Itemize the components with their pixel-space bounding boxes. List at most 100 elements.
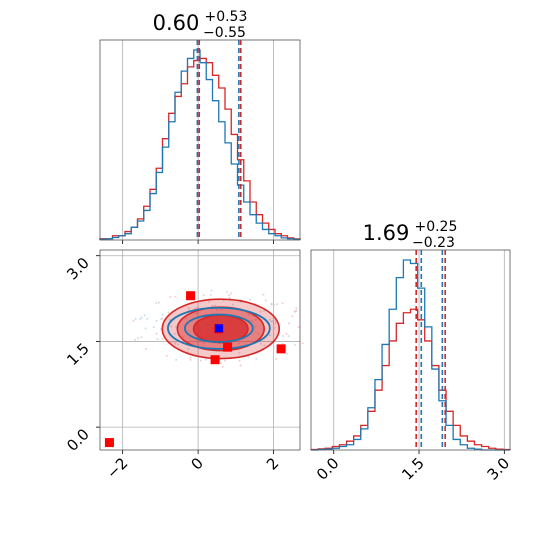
truth-marker-red [104,438,114,448]
sample-point [140,316,143,319]
title-param-2: 1.69 +0.25 [363,219,458,245]
sample-point [144,348,147,351]
sample-point [257,332,260,335]
sample-point [182,335,185,338]
sample-point [231,303,234,306]
sample-point [238,359,241,362]
sample-point [221,365,224,368]
title-param-2-median: 1.69 [363,221,410,245]
sample-point [187,306,190,309]
histogram-blue-series [311,259,510,451]
sample-point [155,302,158,305]
sample-point [220,308,223,311]
sample-point [173,332,176,335]
title-param-1-median: 0.60 [153,11,200,35]
x-tick-label: 1.5 [398,454,428,484]
sample-point [202,293,205,296]
title-param-2-plus: +0.25 [414,219,457,235]
sample-point [161,313,164,316]
sample-point [157,301,160,304]
sample-point [139,317,142,320]
sample-point [281,302,284,305]
sample-point [189,358,192,361]
sample-point [144,327,147,330]
truth-marker-red [276,344,286,354]
sample-point [171,341,174,344]
sample-point [203,342,206,345]
sample-point [291,315,294,318]
sample-point [195,312,198,315]
sample-point [255,318,258,321]
sample-point [281,342,284,345]
sample-point [275,357,278,360]
sample-point [211,304,214,307]
x-tick-labels-param-2: 0.0 1.5 3.0 [313,454,513,484]
sample-point [281,334,284,337]
x-tick-label: −2 [103,454,131,482]
sample-point [195,306,198,309]
sample-point [155,332,158,335]
sample-point [295,307,298,310]
sample-point [215,308,218,311]
sample-point [270,303,273,306]
sample-point [146,317,149,320]
sample-point [143,314,146,317]
sample-point [255,357,258,360]
title-param-1: 0.60 +0.53 [153,9,248,35]
x-tick-labels-param-1: −2 0 2 [103,454,282,482]
sample-point [273,303,276,306]
sample-point [287,335,290,338]
sample-point [285,352,288,355]
title-param-1-plus: +0.53 [204,9,247,25]
histogram-panel-param-2 [310,249,511,454]
sample-point [170,325,173,328]
sample-point [168,318,171,321]
sample-point [167,311,170,314]
x-tick-label: 0 [187,454,206,473]
sample-point [239,364,242,367]
sample-point [238,340,241,343]
histogram-red-series [310,308,511,451]
sample-point [238,351,241,354]
sample-point [301,342,304,345]
sample-point [268,334,271,337]
sample-point [169,295,172,298]
sample-point [262,293,265,296]
sample-point [249,298,252,301]
sample-point [161,338,164,341]
sample-point [156,338,159,341]
sample-point [270,320,273,323]
y-tick-label: 0.0 [63,425,93,455]
sample-point [137,337,140,340]
sample-point [268,318,271,321]
sample-point [228,294,231,297]
y-tick-label: 3.0 [63,254,93,284]
sample-point [264,299,267,302]
truth-marker-red [223,342,233,352]
truth-marker-red [210,355,220,365]
truth-marker-blue [214,324,223,333]
sample-point [297,326,300,329]
sample-point [230,292,233,295]
sample-point [132,319,135,322]
sample-point [272,346,275,349]
sample-point [165,354,168,357]
x-tick-label: 3.0 [484,454,514,484]
sample-point [274,322,277,325]
sample-point [134,338,137,341]
blue-contour-0 [167,306,271,350]
sample-point [294,310,297,313]
y-tick-label: 1.5 [63,340,93,370]
sample-point [134,317,137,320]
sample-point [259,310,262,313]
title-param-2-minus: −0.23 [412,235,455,251]
sample-point [173,342,176,345]
joint-panel [96,249,304,454]
joint-panel-frame [99,249,301,451]
sample-point [204,358,207,361]
x-tick-label: 2 [263,454,282,473]
sample-point [247,356,250,359]
sample-point [152,326,155,329]
x-tick-label: 0.0 [313,454,343,484]
